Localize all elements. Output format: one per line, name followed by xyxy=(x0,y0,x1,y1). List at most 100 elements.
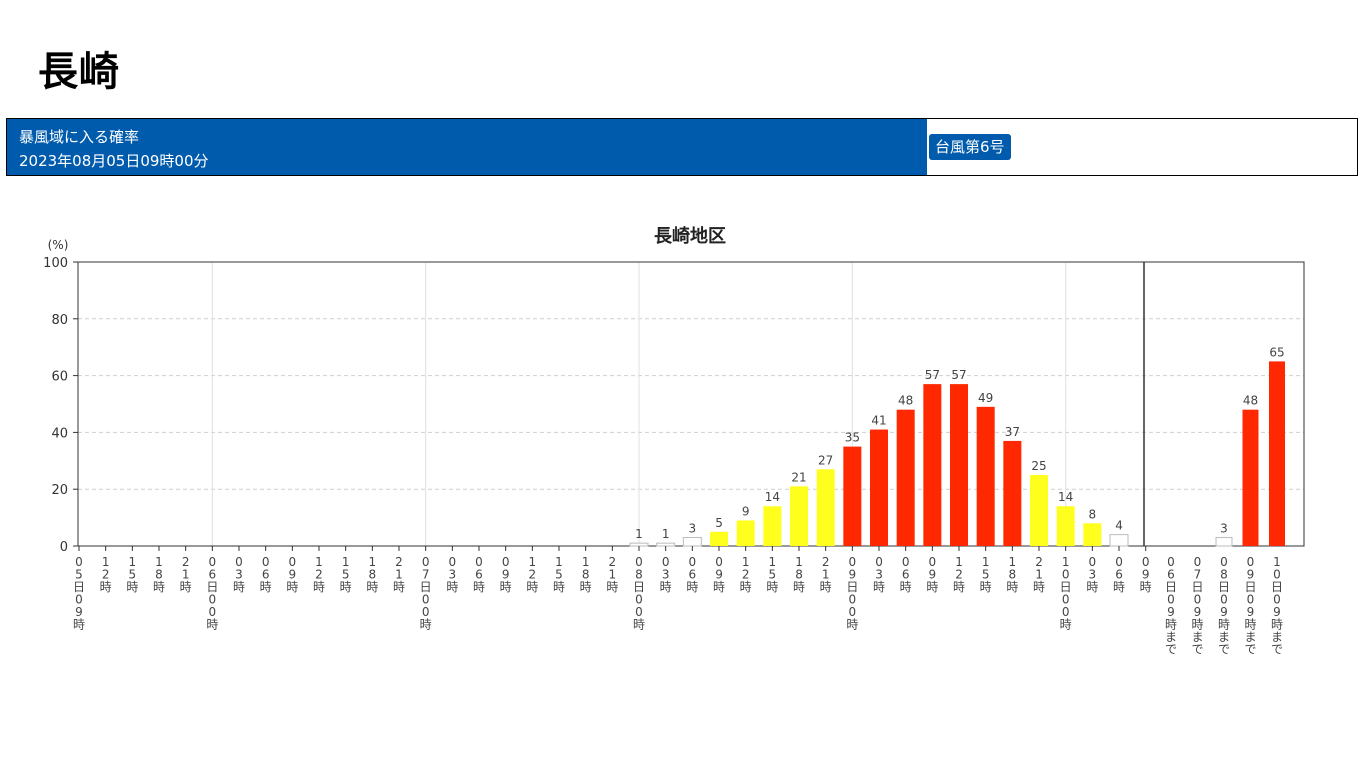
x-tick-label: 9 xyxy=(289,568,297,582)
cumulative-tick-label: 日 xyxy=(1271,580,1283,594)
x-tick-label: 8 xyxy=(635,568,643,582)
cumulative-tick-label: で xyxy=(1191,643,1203,657)
x-tick-label: 時 xyxy=(1140,580,1152,594)
x-tick-label: 8 xyxy=(155,568,163,582)
x-tick-label: 1 xyxy=(129,555,137,569)
x-tick-label: 1 xyxy=(769,555,777,569)
typhoon-badge[interactable]: 台風第6号 xyxy=(929,134,1011,160)
bar-data-label: 5 xyxy=(715,516,723,530)
bar-data-label: 49 xyxy=(978,391,993,405)
cumulative-tick-label: 0 xyxy=(1273,568,1281,582)
x-tick-label: 1 xyxy=(529,555,537,569)
bar-data-label: 41 xyxy=(871,414,886,428)
bar xyxy=(870,429,889,546)
x-tick-label: 0 xyxy=(662,555,670,569)
x-tick-label: 0 xyxy=(635,593,643,607)
x-tick-label: 2 xyxy=(102,568,110,582)
x-tick-label: 時 xyxy=(633,618,645,632)
bar-data-label: 3 xyxy=(689,521,697,535)
bar xyxy=(1083,523,1102,546)
bar xyxy=(816,469,835,546)
cumulative-tick-label: 0 xyxy=(1220,593,1228,607)
x-tick-label: 7 xyxy=(422,568,430,582)
bar-data-label: 27 xyxy=(818,453,833,467)
x-tick-label: 時 xyxy=(926,580,938,594)
x-tick-label: 時 xyxy=(206,618,218,632)
x-tick-label: 時 xyxy=(1060,618,1072,632)
x-tick-label: 6 xyxy=(902,568,910,582)
x-tick-label: 時 xyxy=(420,618,432,632)
x-tick-label: 2 xyxy=(182,555,190,569)
x-tick-label: 1 xyxy=(1035,568,1043,582)
cumulative-tick-label: 8 xyxy=(1220,568,1228,582)
cumulative-tick-label: 9 xyxy=(1194,605,1202,619)
cumulative-bar xyxy=(1269,361,1285,546)
x-tick-label: 時 xyxy=(686,580,698,594)
x-tick-label: 時 xyxy=(713,580,725,594)
x-tick-label: 時 xyxy=(820,580,832,594)
x-tick-label: 1 xyxy=(955,555,963,569)
x-tick-label: 5 xyxy=(555,568,563,582)
x-tick-label: 時 xyxy=(1033,580,1045,594)
cumulative-tick-label: 日 xyxy=(1218,580,1230,594)
x-tick-label: 5 xyxy=(982,568,990,582)
x-tick-label: 時 xyxy=(500,580,512,594)
x-tick-label: 3 xyxy=(449,568,457,582)
bar-data-label: 9 xyxy=(742,504,750,518)
x-tick-label: 日 xyxy=(206,580,218,594)
bar xyxy=(923,384,942,546)
x-tick-label: 日 xyxy=(633,580,645,594)
x-tick-label: 0 xyxy=(502,555,510,569)
x-tick-label: 時 xyxy=(953,580,965,594)
cumulative-tick-label: 0 xyxy=(1247,555,1255,569)
y-tick-label: 60 xyxy=(51,370,68,385)
y-tick-label: 80 xyxy=(51,313,68,328)
x-tick-label: 時 xyxy=(740,580,752,594)
cumulative-data-label: 65 xyxy=(1269,345,1284,359)
y-tick-label: 100 xyxy=(43,256,68,271)
cumulative-tick-label: ま xyxy=(1244,630,1256,644)
x-tick-label: 0 xyxy=(635,555,643,569)
bar xyxy=(976,406,995,546)
x-tick-label: 6 xyxy=(209,568,217,582)
bar xyxy=(896,409,915,546)
x-tick-label: 0 xyxy=(849,555,857,569)
cumulative-tick-label: 9 xyxy=(1247,568,1255,582)
x-tick-label: 3 xyxy=(1089,568,1097,582)
bar-data-label: 35 xyxy=(845,431,860,445)
x-tick-label: 1 xyxy=(795,555,803,569)
forecast-header: 暴風域に入る確率 2023年08月05日09時00分 台風第6号 xyxy=(6,118,1358,176)
plot-frame xyxy=(77,261,1305,547)
x-tick-label: 0 xyxy=(635,605,643,619)
bar xyxy=(682,536,702,547)
bar-data-label: 57 xyxy=(925,368,940,382)
x-tick-label: 日 xyxy=(1060,580,1072,594)
x-tick-label: 1 xyxy=(555,555,563,569)
x-tick-label: 時 xyxy=(313,580,325,594)
x-tick-label: 6 xyxy=(689,568,697,582)
cumulative-tick-label: 日 xyxy=(1244,580,1256,594)
cumulative-tick-label: 時 xyxy=(1244,618,1256,632)
x-tick-label: 1 xyxy=(342,555,350,569)
x-tick-label: 0 xyxy=(75,593,83,607)
x-tick-label: 3 xyxy=(662,568,670,582)
x-tick-label: 時 xyxy=(260,580,272,594)
x-tick-label: 時 xyxy=(900,580,912,594)
x-tick-label: 9 xyxy=(75,605,83,619)
x-tick-label: 時 xyxy=(1113,580,1125,594)
x-tick-label: 0 xyxy=(689,555,697,569)
bar-data-label: 1 xyxy=(635,527,643,541)
cumulative-tick-label: 0 xyxy=(1167,593,1175,607)
cumulative-tick-label: で xyxy=(1244,643,1256,657)
y-tick-label: 40 xyxy=(51,426,68,441)
cumulative-tick-label: 0 xyxy=(1220,555,1228,569)
bar-data-label: 37 xyxy=(1005,425,1020,439)
bar xyxy=(763,506,782,546)
bar xyxy=(1056,506,1075,546)
x-tick-label: 2 xyxy=(315,568,323,582)
x-tick-label: 1 xyxy=(1009,555,1017,569)
x-tick-label: 1 xyxy=(982,555,990,569)
x-tick-label: 時 xyxy=(660,580,672,594)
cumulative-tick-label: 時 xyxy=(1218,618,1230,632)
x-tick-label: 0 xyxy=(422,555,430,569)
